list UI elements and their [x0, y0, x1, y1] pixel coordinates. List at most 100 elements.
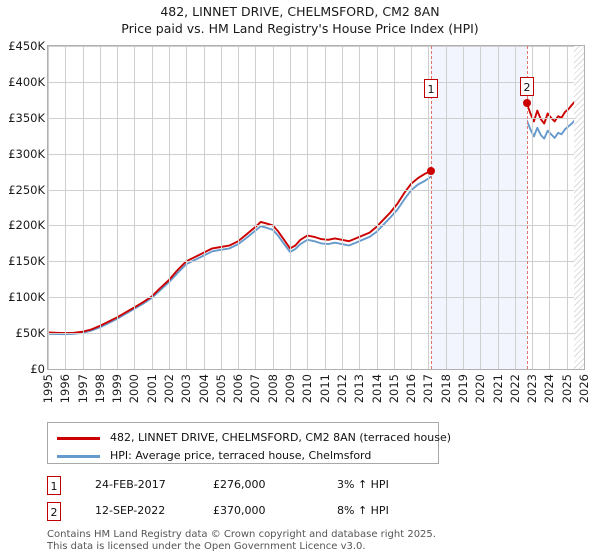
no-data-hatched-region: [574, 46, 584, 369]
y-axis-tick-label: £400K: [8, 74, 45, 89]
gridline-vertical: [100, 46, 101, 369]
x-axis-tick-label: 2015: [386, 374, 401, 404]
x-axis-tick-label: 1995: [41, 374, 55, 404]
x-axis-tick-label: 2017: [421, 374, 436, 404]
legend-box: 482, LINNET DRIVE, CHELMSFORD, CM2 8AN (…: [47, 422, 451, 464]
gridline-horizontal: [48, 154, 584, 155]
sale-index-badge: 1: [47, 476, 61, 495]
x-axis-tick-label: 2000: [127, 374, 142, 404]
sale-marker-line-1: [430, 46, 432, 369]
gridline-horizontal: [48, 333, 584, 334]
series-line: [48, 119, 576, 336]
gridline-horizontal: [48, 261, 584, 262]
y-axis-tick-label: £300K: [8, 146, 45, 161]
x-axis-tick-label: 1998: [92, 374, 107, 404]
sale-hpi-delta: 8% ↑ HPI: [337, 504, 389, 517]
y-axis-tick-label: £450K: [8, 39, 45, 53]
legend-color-swatch: [57, 437, 100, 440]
gridline-vertical: [567, 46, 568, 369]
sale-marker-line-2: [526, 46, 528, 369]
x-axis-tick-label: 2012: [334, 374, 349, 404]
sale-record-row[interactable]: 2 12-SEP-2022 £370,000 8% ↑ HPI: [47, 502, 447, 522]
sale-date: 12-SEP-2022: [95, 504, 166, 517]
gridline-vertical: [273, 46, 274, 369]
gridline-vertical: [377, 46, 378, 369]
y-axis-tick-label: £350K: [8, 110, 45, 125]
gridline-vertical: [532, 46, 533, 369]
x-axis-tick-label: 2009: [283, 374, 298, 404]
x-axis-tick-label: 1996: [58, 374, 73, 404]
sale-price: £370,000: [213, 504, 266, 517]
gridline-vertical: [48, 46, 49, 369]
gridline-horizontal: [48, 46, 584, 47]
series-svg: [48, 101, 576, 336]
gridline-horizontal: [48, 82, 584, 83]
x-axis-tick-label: 2014: [369, 374, 384, 404]
x-axis-tick-label: 2013: [352, 374, 367, 404]
legend-color-swatch: [57, 455, 100, 458]
y-axis-tick-label: £200K: [8, 218, 45, 233]
sale-marker-badge-2[interactable]: 2: [519, 77, 534, 96]
gridline-vertical: [584, 46, 585, 369]
sale-index-badge: 2: [47, 502, 61, 521]
x-axis-tick-label: 2002: [162, 374, 177, 404]
gridline-vertical: [83, 46, 84, 369]
gridline-vertical: [515, 46, 516, 369]
x-axis-tick-label: 2023: [525, 374, 540, 404]
x-axis-tick-label: 2004: [196, 374, 211, 404]
gridline-vertical: [134, 46, 135, 369]
sale-point-2[interactable]: [522, 99, 531, 108]
gridline-horizontal: [48, 225, 584, 226]
series-line: [48, 101, 576, 335]
x-axis-tick-label: 2024: [542, 374, 557, 404]
gridline-vertical: [186, 46, 187, 369]
gridline-vertical: [221, 46, 222, 369]
gridline-vertical: [480, 46, 481, 369]
gridline-vertical: [169, 46, 170, 369]
sale-price: £276,000: [213, 478, 266, 491]
gridline-horizontal: [48, 190, 584, 191]
gridline-vertical: [359, 46, 360, 369]
x-axis-tick-label: 2021: [490, 374, 505, 404]
sale-record-row[interactable]: 1 24-FEB-2017 £276,000 3% ↑ HPI: [47, 476, 447, 496]
gridline-vertical: [549, 46, 550, 369]
y-axis-tick-label: £150K: [8, 254, 45, 269]
x-axis-tick-label: 2007: [248, 374, 263, 404]
sale-date: 24-FEB-2017: [95, 478, 166, 491]
gridline-vertical: [428, 46, 429, 369]
x-axis-tick-label: 1999: [110, 374, 125, 404]
x-axis-tick-label: 2011: [317, 374, 332, 404]
footer-line-1: Contains HM Land Registry data © Crown c…: [47, 529, 436, 540]
gridline-vertical: [238, 46, 239, 369]
x-axis-tick-label: 1997: [75, 374, 90, 404]
gridline-vertical: [307, 46, 308, 369]
gridline-vertical: [463, 46, 464, 369]
x-axis-tick-label: 2006: [231, 374, 246, 404]
y-axis-tick-label: £0: [30, 362, 45, 376]
title-line-2: Price paid vs. HM Land Registry's House …: [121, 21, 479, 36]
legend-label: 482, LINNET DRIVE, CHELMSFORD, CM2 8AN (…: [110, 431, 452, 444]
x-axis-tick-label: 2016: [404, 374, 419, 404]
x-axis-tick-label: 2022: [507, 374, 522, 404]
gridline-horizontal: [48, 297, 584, 298]
x-axis-tick-label: 2025: [559, 374, 574, 404]
x-axis-tick-label: 2010: [300, 374, 315, 404]
x-axis-tick-label: 2008: [265, 374, 280, 404]
y-axis-tick-label: £250K: [8, 182, 45, 197]
x-axis-tick-label: 2019: [455, 374, 470, 404]
x-axis-tick-label: 2026: [577, 374, 591, 404]
gridline-vertical: [342, 46, 343, 369]
title-line-1: 482, LINNET DRIVE, CHELMSFORD, CM2 8AN: [160, 4, 440, 19]
gridline-vertical: [411, 46, 412, 369]
gridline-vertical: [152, 46, 153, 369]
gridline-horizontal: [48, 118, 584, 119]
footer-attribution: Contains HM Land Registry data © Crown c…: [47, 529, 587, 552]
gridline-vertical: [255, 46, 256, 369]
sale-hpi-delta: 3% ↑ HPI: [337, 478, 389, 491]
gridline-vertical: [325, 46, 326, 369]
sale-point-1[interactable]: [426, 166, 435, 175]
gridline-vertical: [65, 46, 66, 369]
sale-marker-badge-1[interactable]: 1: [423, 79, 438, 98]
